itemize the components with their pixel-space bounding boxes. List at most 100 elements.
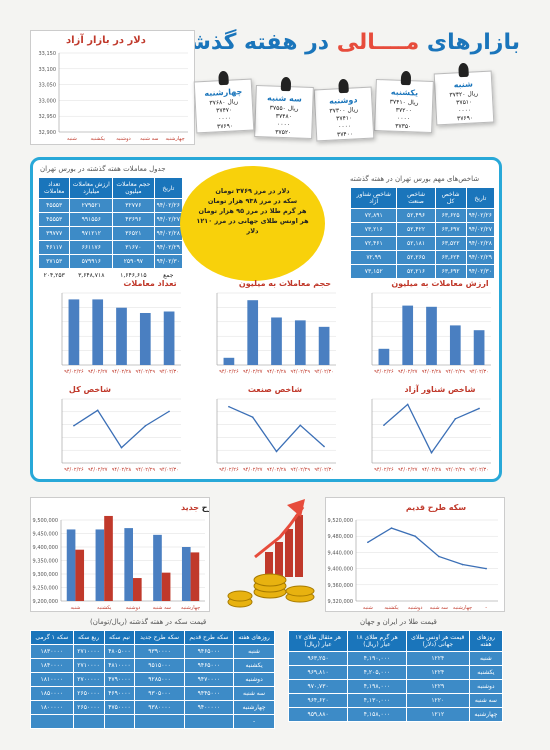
x-tick-label: ۹۴/۰۲/۲۹ [446,467,466,473]
index-float-chart: شاخص شناور آزاد ۹۴/۰۲/۲۶ ۹۴/۰۲/۲۷ ۹۴/۰۲/۲۸ ۹… [371,384,491,473]
x-tick-label: ۹۴/۰۲/۲۹ [291,467,311,473]
chart-title: تعداد معاملات [123,279,176,288]
table-cell: ۹۳۸۰۰۰۰ [134,700,185,715]
bar-جدید [190,552,200,601]
table-cell: ۹۴۴۵۰۰۰ [183,686,235,701]
sum-label: جمع [153,268,184,283]
table-cell: یکشنبه [468,665,504,680]
table-cell: ۲۷۱۰۰۰۰ [72,658,105,673]
table-cell: ۴,۱۳۰,۰۰۰ [347,693,407,708]
title-part-b: مــــالی [336,30,420,55]
table-row: - [30,714,275,729]
coin-stack-icon [227,573,315,608]
y-tick-label: 33,150 [39,51,57,57]
bar [318,326,330,365]
dollar-chart-title: دلار در بازار آزاد [66,35,146,46]
table-cell: ۹۳۰۵۰۰۰ [134,686,185,701]
table-cell: ۷۳,۱۵۲ [349,264,398,279]
left-table-title: جدول معاملات هفته گذشته در بورس تهران [40,165,166,173]
table-cell: ۶۳,۶۲۵ [434,208,467,223]
chart-title: شاخص شناور آزاد [404,384,475,395]
table-cell: ۳۱۶۷۰ [112,240,155,255]
bar-قدیم [124,528,133,601]
table-row: چهارشنبه ۱۲۱۲ ۴,۱۵۸,۰۰۰ ۹۵۹,۸۸۰ [287,707,504,722]
table-cell: ۴۳۶۹۶ [112,212,155,227]
x-tick-label: ۹۴/۰۲/۲۸ [112,467,132,473]
bubble-line-4: هر اونس طلای جهانی در مرز ۱۲۱۰ دلار [196,217,309,235]
table-cell: ۶۳,۶۹۲ [434,264,467,279]
coin-compare-chart: سکه طرح قدیم – سکه طرح جدید 9,200,000 9,25… [30,497,210,612]
x-tick-label: ۹۴/۰۲/۲۸ [267,369,287,375]
table-cell: ۹۴/۰۲/۲۶ [465,208,496,223]
table-row: ۹۴/۰۲/۲۷ ۴۳۶۹۶ ۹۹۱۵۵۶ ۴۵۵۵۳ [37,212,184,227]
table-header: شاخص صنعت [396,187,436,209]
trade-count-chart: تعداد معاملات ۹۴/۰۲/۲۶ ۹۴/۰۲/۲۷ ۹۴/۰۲/۲۸ ۹۴/… [61,279,181,375]
table-cell: سه شنبه [468,693,504,708]
table-header: ارزش معاملات میلیارد [69,177,114,199]
bar-جدید [161,572,171,601]
bar-قدیم [66,529,76,601]
x-tick-label: ۹۴/۰۲/۲۸ [422,467,442,473]
y-tick-label: 9,520,000 [328,518,353,524]
x-tick-label: ۹۴/۰۲/۲۸ [422,369,442,375]
note-pin-icon [280,76,292,92]
note-line: ۳۷۶۹۰ [456,114,474,123]
chart-title: شاخص صنعت [248,385,302,395]
trade-value-chart: ارزش معاملات به میلیون ۹۴/۰۲/۲۶ ۹۴/۰۲/۲۷ ۹۴… [371,279,491,375]
bar [402,305,414,365]
table-cell: ۴۷۹۰۰۰۰ [103,672,136,687]
x-tick-label: یکشنبه [384,605,399,611]
day-note: سه شنبه ۳۷۵۵۰ ریال ۳۷۴۸۰ ۰۰۰۰ ۳۷۵۲۰ [254,76,314,139]
data-point [251,416,254,419]
data-point [367,541,369,544]
table-row: سه شنبه ۱۲۲۰ ۴,۱۳۰,۰۰۰ ۹۶۴,۶۲۰ [287,693,504,708]
table-cell: ۹۴۰۰۰۰۰ [183,700,235,715]
bar [378,348,390,365]
table-cell: ۳۹۷۷۷ [37,226,71,241]
table-cell: ۲۵۹۰۹۷ [112,254,155,269]
table-row: سه شنبه ۹۴۴۵۰۰۰ ۹۳۰۵۰۰۰ ۴۶۹۰۰۰۰ ۲۶۵۰۰۰۰ ۱۸۵۰۰… [30,686,275,701]
bubble-line-3: هر گرم طلا در مرز ۹۵ هزار تومان [198,207,307,215]
note-line: ۳۷۵۲۰ [275,128,292,137]
data-point [168,410,170,413]
x-tick-label: ۹۴/۰۲/۳۰ [159,467,178,473]
data-point [461,563,464,566]
table-cell: ۴,۱۹۰,۰۰۰ [347,651,407,666]
table-header: شاخص کل [434,187,467,209]
table-cell: ۵۲,۴۹۶ [396,208,436,223]
table-cell: دوشنبه [233,672,275,687]
table-cell: ۴۷۵۰۰۰۰ [103,700,136,715]
data-point [414,535,416,537]
note-day: دوشنبه [328,95,358,106]
x-tick-label: ۹۴/۰۲/۲۸ [112,369,132,375]
x-tick-label: چهارشنبه [453,605,472,611]
data-point [438,555,440,558]
table-cell: ۴۸۱۰۰۰۰ [103,658,136,673]
table-cell: ۴۶۹۰۰۰۰ [103,686,136,701]
y-tick-label: 9,250,000 [33,586,58,592]
x-tick-label: ۹۴/۰۲/۲۹ [136,467,156,473]
table-cell: ۴۸۰۵۰۰۰ [103,644,136,659]
y-tick-label: 9,440,000 [328,550,353,556]
table-header: روزهای هفته [233,630,275,645]
index-industry-chart: شاخص صنعت ۹۴/۰۲/۲۶ ۹۴/۰۲/۲۷ ۹۴/۰۲/۲۸ ۹۴/۰۲/۲… [216,385,336,473]
data-point [144,425,147,427]
table-row: ۹۴/۰۲/۲۹ ۳۱۶۷۰ ۶۶۱۱۷۶ ۴۶۱۱۷ [37,240,184,255]
x-tick-label: ۹۴/۰۲/۲۹ [136,369,156,375]
note-line: ۳۷۴۰۰ [336,130,354,139]
dollar-chart-card: دلار در بازار آزاد 32,900 32,950 33,000 33,… [30,30,195,145]
trade-table: تاریخ حجم معاملات میلیون ارزش معاملات میلی… [37,177,184,283]
series-line [73,409,170,449]
x-tick-label: ۹۴/۰۲/۳۰ [469,369,488,375]
table-header: سکه طرح قدیم [183,630,235,645]
table-cell: ۹۴/۰۲/۲۷ [465,222,496,237]
x-tick-label: ۹۴/۰۲/۲۷ [243,467,263,473]
table-cell: ۲۷۰۰۰۰۰ [72,672,105,687]
chart-title: شاخص کل [69,385,111,395]
table-header: حجم معاملات میلیون [112,177,155,199]
bar [139,312,151,365]
x-tick-label: ۹۴/۰۲/۲۷ [243,369,263,375]
table-cell: ۳۲۷۷۶ [112,198,155,213]
table-row: ۹۴/۰۲/۳۰ ۶۳,۶۹۲ ۵۲,۲۱۶ ۷۳,۱۵۲ [349,264,496,279]
data-point [406,403,409,406]
